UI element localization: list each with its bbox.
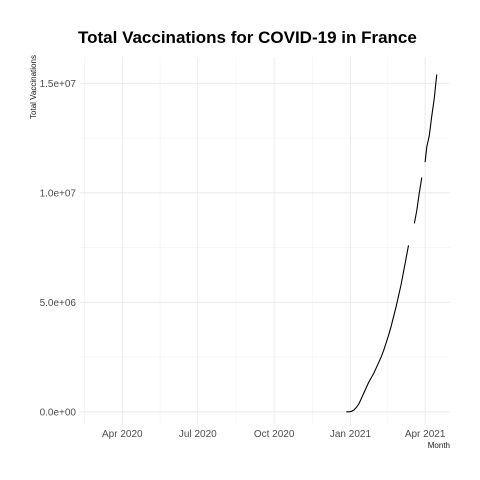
x-tick-label: Jan 2021	[330, 429, 372, 440]
series-line-segment	[424, 74, 438, 163]
y-tick-label: 0.0e+00	[40, 407, 77, 418]
y-tick-label: 1.0e+07	[40, 188, 77, 199]
x-axis-title: Month	[428, 441, 450, 450]
y-tick-labels: 0.0e+00 5.0e+06 1.0e+07 1.5e+07	[40, 79, 77, 419]
series-line-segment	[413, 177, 423, 224]
x-tick-label: Oct 2020	[254, 429, 295, 440]
series-line-segment	[346, 245, 410, 413]
major-gridlines	[80, 57, 450, 425]
y-axis-title: Total Vaccinations	[29, 55, 38, 119]
x-tick-label: Jul 2020	[179, 429, 217, 440]
minor-gridlines	[80, 57, 450, 425]
x-tick-label: Apr 2020	[102, 429, 143, 440]
y-tick-label: 5.0e+06	[40, 298, 77, 309]
chart-title: Total Vaccinations for COVID-19 in Franc…	[78, 28, 417, 47]
x-tick-labels: Apr 2020 Jul 2020 Oct 2020 Jan 2021 Apr 2021	[102, 429, 446, 440]
y-tick-label: 1.5e+07	[40, 79, 77, 90]
x-tick-label: Apr 2021	[405, 429, 446, 440]
series-group	[346, 74, 438, 413]
